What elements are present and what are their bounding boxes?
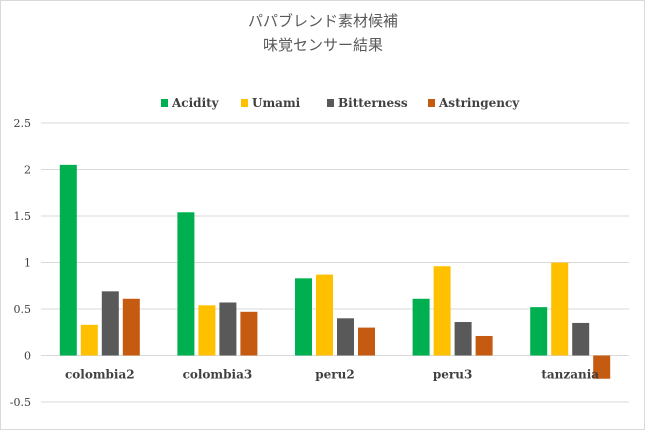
y-tick-label: 0.5	[14, 303, 32, 316]
bar-umami-tanzania	[551, 262, 569, 356]
chart-title-line-2: 味覚センサー結果	[263, 36, 383, 54]
y-axis-ticks: 2.5 2 1.5 1 0.5 0 -0.5	[10, 117, 31, 409]
legend-swatch-umami	[241, 99, 248, 107]
bar-bitterness-colombia3	[219, 302, 237, 356]
x-axis-categories: colombia2 colombia3 peru2 peru3 tanzania	[65, 368, 599, 382]
bar-umami-peru2	[316, 274, 333, 356]
bar-astringency-peru2	[358, 327, 375, 356]
bar-acidity-colombia3	[177, 212, 195, 356]
y-tick-label: 2	[24, 164, 31, 177]
bar-bitterness-colombia2	[101, 291, 119, 356]
bars	[59, 164, 611, 379]
category-label: colombia2	[65, 368, 135, 382]
legend-swatch-astringency	[428, 99, 435, 107]
legend: Acidity Umami Bitterness Astringency	[161, 96, 520, 110]
category-label: peru2	[315, 368, 354, 382]
bar-bitterness-peru2	[337, 318, 354, 356]
bar-umami-colombia2	[80, 324, 98, 356]
chart-title-line-1: パパブレンド素材候補	[248, 12, 398, 30]
bar-umami-colombia3	[198, 305, 216, 356]
bar-acidity-tanzania	[530, 307, 548, 356]
bar-bitterness-peru3	[454, 322, 472, 356]
y-tick-label: 1	[24, 257, 31, 270]
legend-label: Astringency	[438, 96, 520, 110]
category-label: peru3	[433, 368, 472, 382]
bar-astringency-peru3	[475, 335, 493, 356]
bar-acidity-peru3	[412, 298, 430, 356]
legend-label: Acidity	[171, 96, 220, 110]
bar-umami-peru3	[433, 266, 451, 356]
category-label: colombia3	[183, 368, 253, 382]
category-label: tanzania	[541, 368, 599, 382]
bar-bitterness-tanzania	[572, 322, 590, 356]
legend-swatch-acidity	[161, 99, 168, 107]
bar-acidity-colombia2	[59, 164, 77, 356]
y-tick-label: 1.5	[14, 210, 32, 223]
legend-label: Umami	[252, 96, 301, 110]
gridlines	[41, 122, 629, 403]
bar-astringency-tanzania	[593, 355, 611, 379]
y-tick-label: 0	[24, 350, 31, 363]
y-tick-label: -0.5	[10, 396, 31, 409]
bar-astringency-colombia2	[122, 298, 140, 356]
legend-label: Bitterness	[338, 96, 408, 110]
legend-swatch-bitterness	[327, 99, 334, 107]
y-tick-label: 2.5	[14, 117, 32, 130]
bar-acidity-peru2	[295, 278, 312, 356]
bar-astringency-colombia3	[240, 311, 258, 356]
